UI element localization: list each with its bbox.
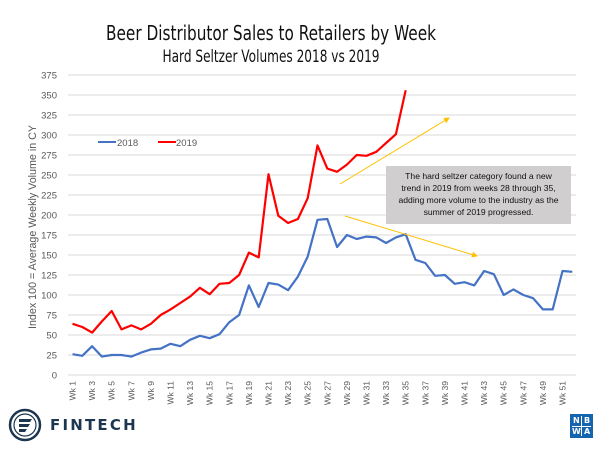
x-tick-label: Wk 11 xyxy=(166,381,176,405)
y-tick-label: 0 xyxy=(52,371,57,382)
x-tick-label: Wk 35 xyxy=(401,381,411,405)
x-tick-label: Wk 25 xyxy=(303,381,313,405)
x-tick-label: Wk 33 xyxy=(381,381,391,405)
fintech-wordmark: FINTECH xyxy=(50,416,138,434)
x-tick-label: Wk 51 xyxy=(558,381,568,405)
y-tick-label: 50 xyxy=(46,331,57,342)
y-tick-label: 350 xyxy=(41,91,57,102)
x-tick-label: Wk 29 xyxy=(342,381,352,405)
nbwa-letter: W xyxy=(572,427,581,436)
x-tick-label: Wk 9 xyxy=(146,381,156,401)
x-tick-label: Wk 27 xyxy=(322,381,332,405)
annotation-line: summer of 2019 progressed. xyxy=(423,207,534,217)
x-tick-label: Wk 21 xyxy=(264,381,274,405)
arrow-up xyxy=(339,117,450,185)
y-tick-label: 100 xyxy=(41,291,57,302)
nbwa-logo: N B W A xyxy=(570,414,593,438)
series-line-2019 xyxy=(72,89,407,334)
x-tick-label: Wk 1 xyxy=(68,381,78,401)
chart-title: Beer Distributor Sales to Retailers by W… xyxy=(106,21,436,45)
y-tick-label: 275 xyxy=(41,151,57,162)
series-lines xyxy=(72,89,573,358)
x-tick-label: Wk 45 xyxy=(499,381,509,405)
x-tick-labels: Wk 1 Wk 3 Wk 5 Wk 7 Wk 9 Wk 11 Wk 13 Wk 15 Wk 17… xyxy=(68,381,568,405)
x-tick-label: Wk 19 xyxy=(244,381,254,405)
arrow-down xyxy=(344,215,478,258)
legend: 2018 2019 xyxy=(98,138,197,149)
x-tick-label: Wk 41 xyxy=(460,381,470,405)
y-tick-labels: 0 25 50 75 100 125 150 175 200 225 250 275 300 325 350… xyxy=(41,71,57,382)
x-tick-label: Wk 7 xyxy=(126,381,136,401)
series-line-2018 xyxy=(72,217,573,358)
nbwa-letter: B xyxy=(584,416,591,425)
annotation-line: adding more volume to the industry as th… xyxy=(398,195,559,205)
x-tick-label: Wk 37 xyxy=(420,381,430,405)
y-tick-label: 375 xyxy=(41,71,57,82)
y-tick-label: 125 xyxy=(41,271,57,282)
y-tick-label: 175 xyxy=(41,231,57,242)
y-tick-label: 200 xyxy=(41,211,57,222)
y-tick-label: 250 xyxy=(41,171,57,182)
chart-subtitle: Hard Seltzer Volumes 2018 vs 2019 xyxy=(163,47,380,67)
y-tick-label: 25 xyxy=(46,351,57,362)
x-tick-label: Wk 17 xyxy=(224,381,234,405)
y-tick-label: 75 xyxy=(46,311,57,322)
y-tick-label: 300 xyxy=(41,131,57,142)
x-tick-label: Wk 15 xyxy=(205,381,215,405)
annotation-line: trend in 2019 from weeks 28 through 35, xyxy=(401,183,556,193)
gridlines xyxy=(68,74,576,376)
x-tick-label: Wk 13 xyxy=(185,381,195,405)
x-tick-label: Wk 39 xyxy=(440,381,450,405)
x-tick-label: Wk 43 xyxy=(479,381,489,405)
y-axis-label: Index 100 = Average Weekly Volume in CY xyxy=(27,124,39,329)
nbwa-letter: N xyxy=(573,416,580,425)
x-tick-label: Wk 47 xyxy=(518,381,528,405)
x-tick-label: Wk 31 xyxy=(362,381,372,405)
y-tick-label: 150 xyxy=(41,251,57,262)
nbwa-letter: A xyxy=(584,427,591,436)
annotation-line: The hard seltzer category found a new xyxy=(405,171,552,181)
annotation-callout: The hard seltzer category found a new tr… xyxy=(386,166,571,224)
fintech-logo xyxy=(8,408,42,442)
y-tick-label: 325 xyxy=(41,111,57,122)
legend-label-2019: 2019 xyxy=(176,138,197,149)
x-tick-label: Wk 3 xyxy=(87,381,97,401)
x-tick-label: Wk 49 xyxy=(538,381,548,405)
x-tick-label: Wk 23 xyxy=(283,381,293,405)
legend-label-2018: 2018 xyxy=(117,138,138,149)
x-tick-label: Wk 5 xyxy=(107,381,117,401)
y-tick-label: 225 xyxy=(41,191,57,202)
